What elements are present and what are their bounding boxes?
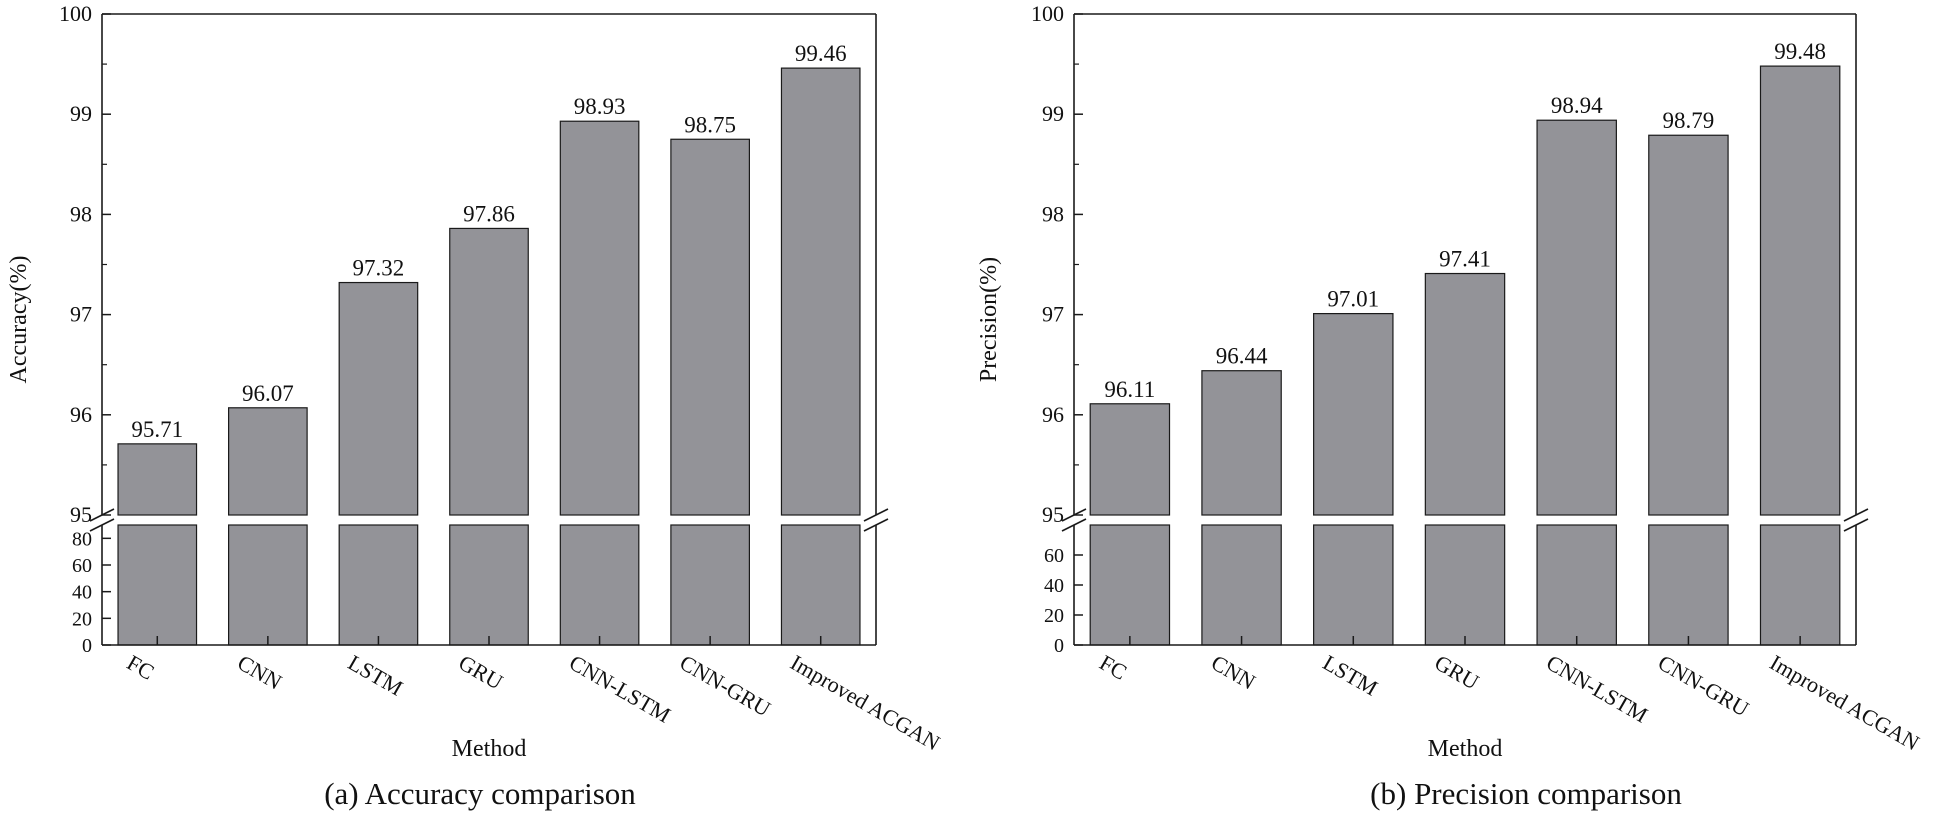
- accuracy-y-axis-title: Accuracy(%): [6, 256, 32, 384]
- accuracy-bar-6: [780, 67, 861, 516]
- precision-y-tick-label: 100: [1031, 1, 1064, 26]
- accuracy-y-tick-label: 96: [70, 402, 92, 427]
- precision-bar-lower-6: [1759, 524, 1841, 646]
- precision-bar-value-label: 96.44: [1216, 344, 1268, 369]
- precision-y-tick-label-lower: 20: [1044, 605, 1064, 627]
- accuracy-y-tick-label-lower: 40: [72, 582, 92, 604]
- precision-y-tick-label: 95: [1042, 502, 1064, 527]
- accuracy-bar-value-label: 99.46: [795, 41, 847, 66]
- precision-x-tick-label: CNN: [1207, 650, 1260, 695]
- precision-bar-0: [1089, 403, 1171, 516]
- precision-bar-value-label: 98.94: [1551, 93, 1603, 118]
- accuracy-y-tick-label: 98: [70, 201, 92, 226]
- accuracy-x-tick-label: LSTM: [344, 650, 407, 701]
- precision-bar-lower-4: [1536, 524, 1617, 646]
- accuracy-y-tick-label: 99: [70, 101, 92, 126]
- precision-bar-3: [1424, 272, 1506, 516]
- accuracy-axis-break-mark: [89, 518, 115, 532]
- accuracy-x-tick-label: CNN: [233, 650, 286, 695]
- precision-bar-4: [1536, 119, 1617, 516]
- precision-axis-break-mark: [1843, 508, 1869, 522]
- accuracy-bar-lower-2: [338, 524, 419, 646]
- accuracy-bar-3: [449, 227, 529, 516]
- accuracy-y-tick-label-lower: 0: [82, 635, 92, 657]
- precision-y-tick-label-lower: 60: [1044, 545, 1064, 567]
- precision-x-axis-title: Method: [1428, 736, 1503, 762]
- accuracy-y-tick-label-lower: 80: [72, 528, 92, 550]
- precision-bar-value-label: 98.79: [1663, 108, 1715, 133]
- precision-chart-caption: (b) Precision comparison: [1370, 776, 1682, 811]
- accuracy-y-tick-label: 97: [70, 302, 92, 327]
- accuracy-bar-2: [338, 281, 419, 516]
- precision-bar-lower-5: [1648, 524, 1729, 646]
- accuracy-bar-value-label: 97.86: [463, 201, 515, 226]
- precision-bar-value-label: 97.01: [1327, 287, 1379, 312]
- precision-bar-lower-2: [1313, 524, 1394, 646]
- accuracy-x-tick-label: FC: [123, 650, 159, 685]
- accuracy-chart-caption: (a) Accuracy comparison: [324, 776, 636, 811]
- precision-x-tick-label: CNN-LSTM: [1542, 650, 1652, 728]
- accuracy-bar-lower-5: [670, 524, 750, 646]
- precision-bar-value-label: 97.41: [1439, 247, 1491, 272]
- precision-y-axis-title: Precision(%): [976, 257, 1002, 382]
- accuracy-x-tick-label: GRU: [455, 650, 508, 695]
- accuracy-bar-lower-6: [780, 524, 861, 646]
- accuracy-bar-value-label: 98.75: [684, 112, 736, 137]
- precision-y-tick-label: 98: [1042, 201, 1064, 226]
- precision-x-tick-label: FC: [1095, 650, 1131, 685]
- precision-bar-6: [1759, 65, 1841, 516]
- accuracy-y-tick-label: 95: [70, 502, 92, 527]
- accuracy-bar-value-label: 95.71: [131, 417, 183, 442]
- accuracy-bar-5: [670, 138, 750, 516]
- accuracy-bar-value-label: 98.93: [574, 94, 626, 119]
- accuracy-bar-1: [228, 407, 308, 516]
- accuracy-bar-value-label: 96.07: [242, 381, 294, 406]
- accuracy-y-tick-label-lower: 20: [72, 608, 92, 630]
- accuracy-x-tick-label: CNN-GRU: [676, 650, 775, 722]
- accuracy-axis-break-gap: [82, 516, 896, 524]
- precision-y-tick-label: 99: [1042, 101, 1064, 126]
- precision-chart-panel: 96.11 FC 96.44 CNN 97.01 LSTM 97.41 GRU 98.94 CNN…: [976, 1, 1924, 811]
- accuracy-bar-lower-4: [559, 524, 640, 646]
- accuracy-x-tick-label: Improved ACGAN: [786, 650, 944, 756]
- accuracy-bar-0: [117, 443, 198, 516]
- precision-bar-value-label: 96.11: [1104, 377, 1155, 402]
- accuracy-y-tick-label-lower: 60: [72, 555, 92, 577]
- precision-axis-break-mark: [1061, 518, 1087, 532]
- accuracy-bar-4: [559, 120, 640, 516]
- precision-x-tick-label: GRU: [1431, 650, 1484, 695]
- accuracy-x-tick-label: CNN-LSTM: [565, 650, 675, 728]
- accuracy-axis-break-mark: [863, 518, 889, 532]
- accuracy-x-axis-title: Method: [452, 736, 527, 762]
- accuracy-bar-lower-0: [117, 524, 198, 646]
- precision-bar-value-label: 99.48: [1774, 39, 1826, 64]
- precision-x-tick-label: Improved ACGAN: [1766, 650, 1924, 756]
- precision-axis-break-mark: [1843, 518, 1869, 532]
- precision-bar-1: [1201, 370, 1282, 516]
- accuracy-axis-break-mark: [863, 508, 889, 522]
- precision-x-tick-label: CNN-GRU: [1654, 650, 1753, 722]
- accuracy-bar-lower-3: [449, 524, 529, 646]
- accuracy-bar-lower-1: [228, 524, 308, 646]
- accuracy-bar-value-label: 97.32: [353, 256, 405, 281]
- precision-y-tick-label: 96: [1042, 402, 1064, 427]
- precision-bar-lower-3: [1424, 524, 1506, 646]
- precision-bar-lower-0: [1089, 524, 1171, 646]
- precision-bar-5: [1648, 134, 1729, 516]
- precision-x-tick-label: LSTM: [1319, 650, 1382, 701]
- precision-axis-break-gap: [1054, 516, 1876, 524]
- precision-y-tick-label: 97: [1042, 302, 1064, 327]
- precision-bar-2: [1313, 312, 1394, 516]
- precision-y-tick-label-lower: 0: [1054, 635, 1064, 657]
- precision-bar-lower-1: [1201, 524, 1282, 646]
- accuracy-chart-panel: 95.71 FC 96.07 CNN 97.32 LSTM 97.86 GRU 98.93 CNN…: [6, 1, 944, 811]
- accuracy-y-tick-label: 100: [59, 1, 92, 26]
- precision-y-tick-label-lower: 40: [1044, 575, 1064, 597]
